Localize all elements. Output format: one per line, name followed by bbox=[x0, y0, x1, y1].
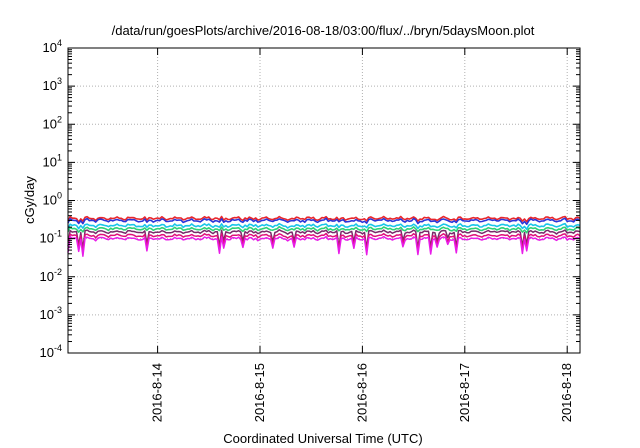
y-tick-label: 101 bbox=[43, 152, 62, 169]
x-tick-label: 2016-8-14 bbox=[150, 363, 165, 422]
y-tick-label: 102 bbox=[43, 114, 62, 131]
x-tick-label: 2016-8-18 bbox=[559, 363, 574, 422]
plot-frame bbox=[67, 47, 581, 354]
series-line bbox=[67, 232, 581, 254]
x-tick-label: 2016-8-17 bbox=[457, 363, 472, 422]
y-tick-label: 103 bbox=[43, 76, 62, 93]
x-axis-label: Coordinated Universal Time (UTC) bbox=[223, 431, 422, 446]
series-line bbox=[67, 222, 581, 231]
series-line bbox=[67, 229, 581, 250]
y-tick-label: 10-1 bbox=[40, 229, 62, 246]
y-tick-label: 100 bbox=[43, 191, 62, 208]
chart-title: /data/run/goesPlots/archive/2016-08-18/0… bbox=[112, 23, 535, 38]
y-axis-label: cGy/day bbox=[22, 176, 37, 224]
series-line bbox=[67, 215, 581, 223]
x-tick-label: 2016-8-15 bbox=[252, 363, 267, 422]
y-tick-label: 104 bbox=[43, 38, 62, 55]
series-line bbox=[67, 217, 581, 226]
y-tick-label: 10-2 bbox=[40, 267, 62, 284]
series-line bbox=[67, 235, 581, 257]
x-tick-label: 2016-8-16 bbox=[354, 363, 369, 422]
series-line bbox=[67, 225, 581, 234]
axis-ticks: 10-4 10-3 10-2 10-1 100 101 102 103 104 2016-8-14… bbox=[40, 38, 580, 422]
grid-lines bbox=[68, 48, 580, 353]
series-lines bbox=[67, 215, 581, 257]
y-tick-label: 10-4 bbox=[40, 343, 62, 360]
y-tick-label: 10-3 bbox=[40, 305, 62, 322]
